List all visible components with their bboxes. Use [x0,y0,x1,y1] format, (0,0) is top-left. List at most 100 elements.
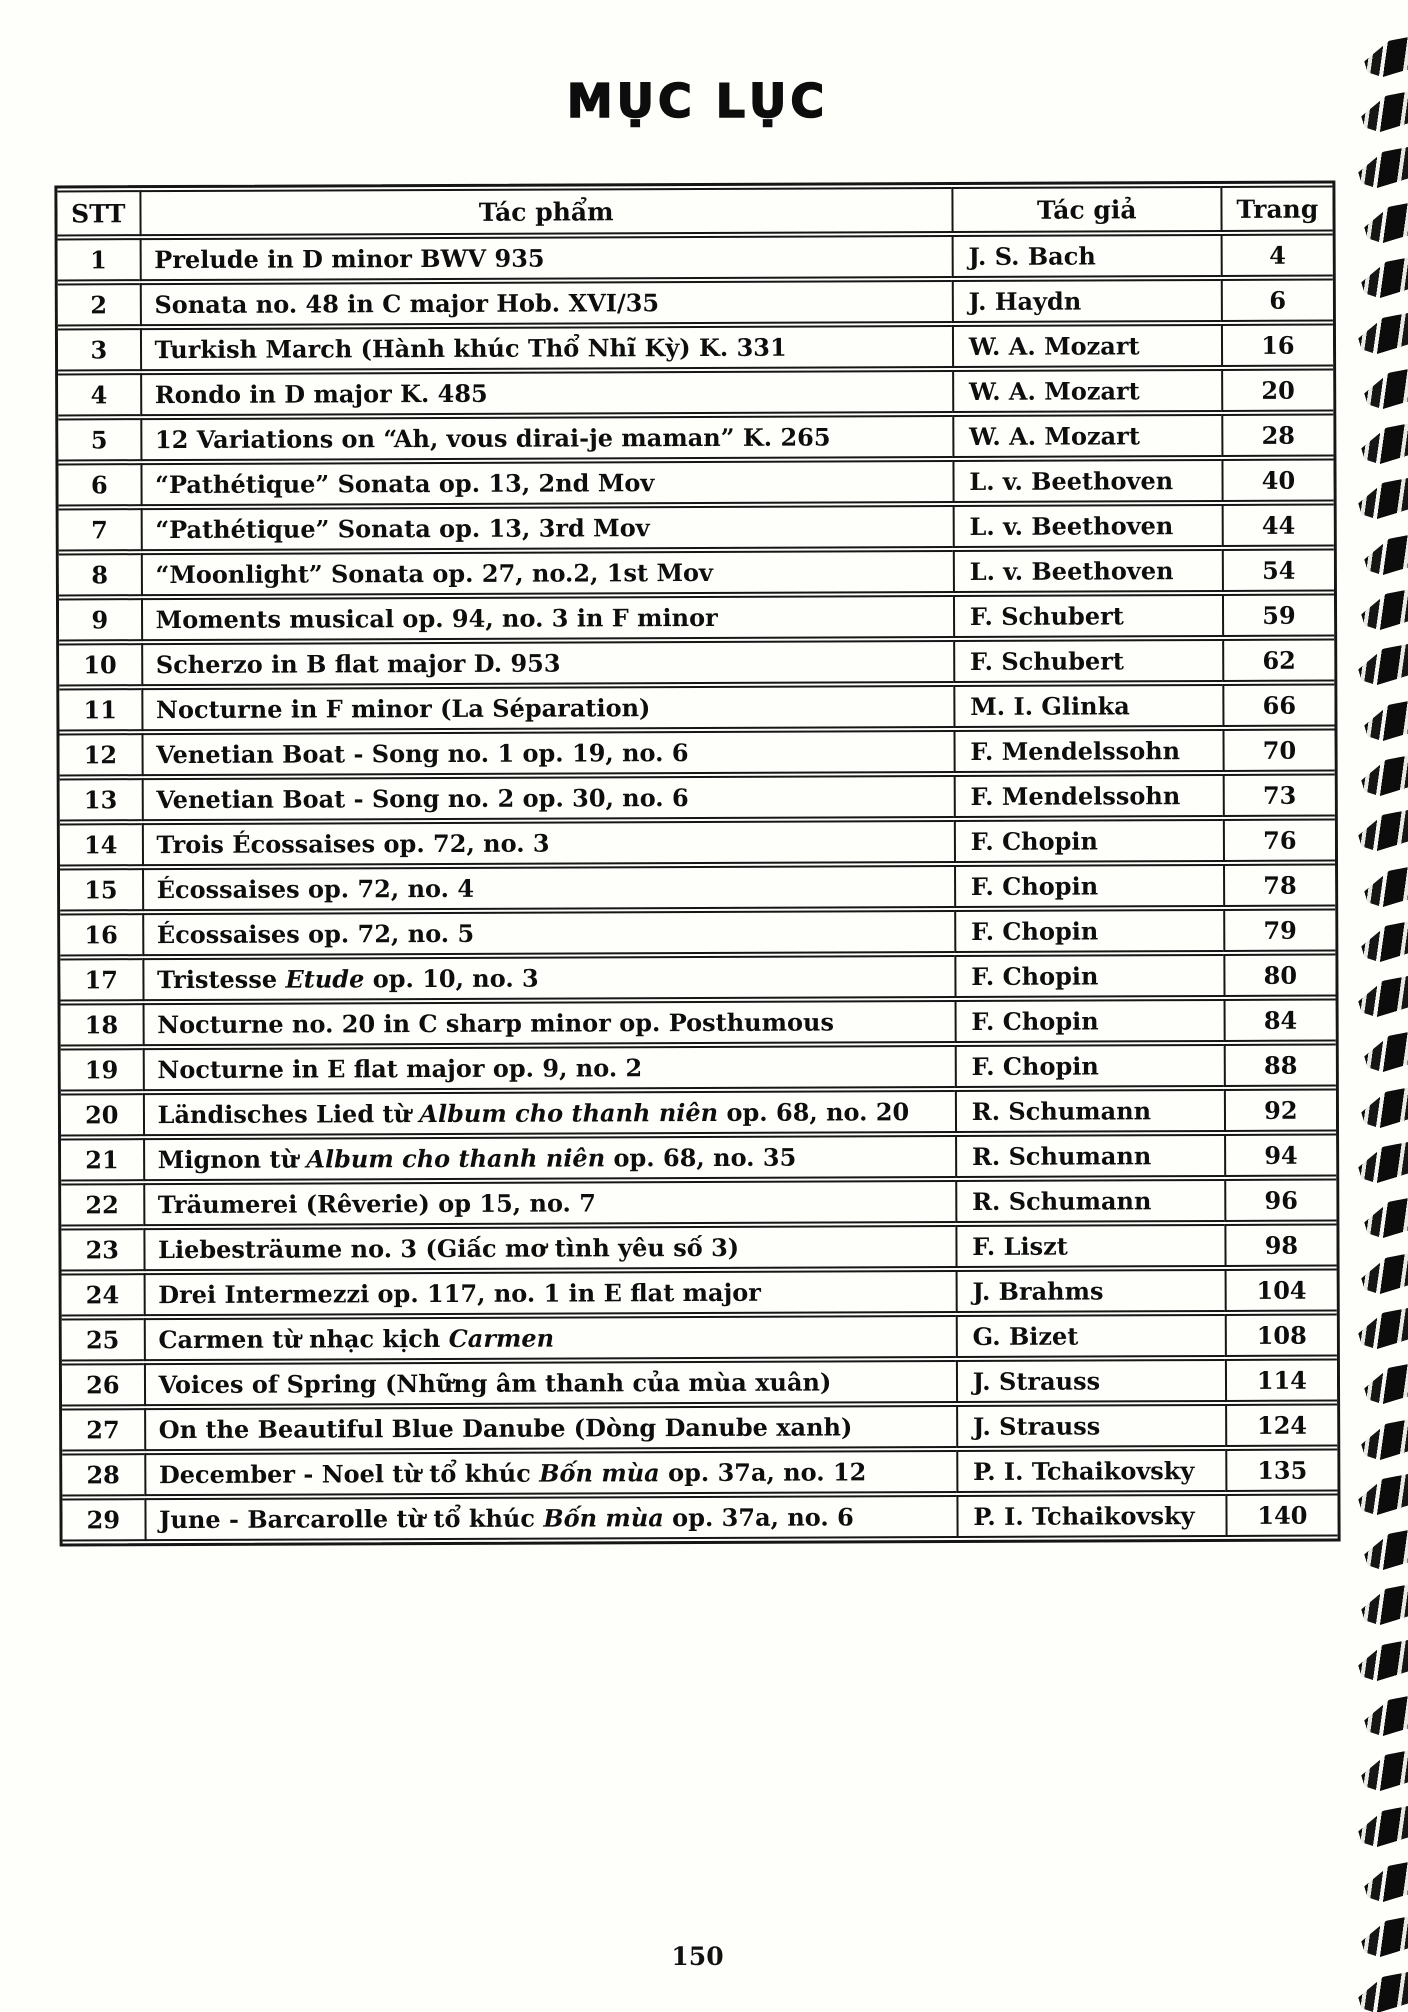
row-number-cell: 21 [61,1138,143,1182]
row-number-cell: 20 [60,1093,143,1137]
spiral-binding-mark [1354,1802,1408,1851]
row-number-cell: 22 [61,1183,143,1227]
spiral-binding-mark [1360,696,1408,745]
author-cell: F. Schubert [952,593,1222,639]
table-row: 5 12 Variations on “Ah, vous dirai-je mam… [58,413,1334,462]
work-title-cell: Carmen từ nhạc kịch Carmen [143,1315,956,1362]
row-number-cell: 19 [60,1048,143,1092]
table-row: 6 “Pathétique” Sonata op. 13, 2nd Mov L. v… [58,458,1334,507]
author-cell: L. v. Beethoven [952,548,1222,594]
work-title-cell: On the Beautiful Blue Danube (Dòng Danub… [143,1405,957,1452]
row-number-cell: 10 [59,643,141,687]
page-ref-cell: 76 [1222,818,1335,862]
spiral-binding-mark [1354,806,1408,855]
row-number-cell: 6 [58,463,141,507]
page-ref-cell: 59 [1221,593,1335,637]
spiral-binding-mark [1354,1304,1408,1353]
page-ref-cell: 73 [1222,773,1335,817]
row-number-cell: 28 [62,1453,145,1497]
header-stt: STT [57,190,140,237]
author-cell: J. Strauss [955,1358,1225,1404]
work-title-cell: Scherzo in B flat major D. 953 [140,640,954,687]
page-ref-cell: 54 [1221,548,1334,592]
spiral-binding-mark [1360,1691,1408,1740]
author-cell: F. Schubert [952,638,1223,684]
spiral-binding-mark [1354,640,1408,689]
work-title-cell: Venetian Boat - Song no. 1 op. 19, no. 6 [141,730,954,777]
work-title-cell: Écossaises op. 72, no. 5 [141,910,955,957]
page-ref-cell: 28 [1221,413,1334,457]
work-title-cell: Ländisches Lied từ Album cho thanh niên … [142,1090,955,1137]
page-ref-cell: 88 [1223,1043,1336,1087]
work-title-cell: Voices of Spring (Những âm thanh của mùa… [143,1360,956,1407]
author-cell: F. Chopin [953,908,1224,954]
work-title-cell: Écossaises op. 72, no. 4 [141,865,954,912]
author-cell: P. I. Tchaikovsky [956,1448,1226,1494]
table-row: 8 “Moonlight” Sonata op. 27, no.2, 1st Mo… [58,548,1334,597]
row-number-cell: 8 [58,553,141,597]
table-row: 10 Scherzo in B flat major D. 953 F. Schub… [59,638,1335,687]
page-title: MỤC LỤC [566,73,829,129]
author-cell: W. A. Mozart [951,323,1221,369]
author-cell: R. Schumann [954,1133,1225,1179]
table-row: 13 Venetian Boat - Song no. 2 op. 30, no.… [59,773,1335,822]
author-cell: J. S. Bach [951,233,1221,279]
work-title-cell: Trois Écossaises op. 72, no. 3 [141,820,954,867]
table-row: 2 Sonata no. 48 in C major Hob. XVI/35 J. … [57,278,1333,327]
table-row: 14 Trois Écossaises op. 72, no. 3 F. Chopi… [59,818,1335,867]
page-ref-cell: 79 [1222,908,1336,952]
author-cell: W. A. Mozart [951,368,1222,414]
page-ref-cell: 6 [1220,278,1333,322]
work-title-cell: 12 Variations on “Ah, vous dirai-je mama… [139,415,953,462]
spiral-binding-mark [1357,87,1408,136]
spiral-binding-mark [1360,861,1408,910]
work-title-cell: Sonata no. 48 in C major Hob. XVI/35 [139,280,952,327]
page-ref-cell: 62 [1221,638,1335,682]
page-ref-cell: 40 [1221,458,1334,502]
header-author: Tác giả [951,185,1221,234]
work-title-cell: Träumerei (Rêverie) op 15, no. 7 [142,1180,956,1227]
spiral-binding-mark [1360,1525,1408,1574]
author-cell: R. Schumann [954,1178,1225,1224]
table-row: 23 Liebesträume no. 3 (Giấc mơ tình yêu s… [61,1223,1337,1272]
spiral-binding-mark [1360,530,1408,579]
spiral-binding-mark [1357,585,1408,634]
spiral-binding-mark [1360,198,1408,247]
toc-table-header: STT Tác phẩm Tác giả Trang [57,185,1333,237]
table-row: 4 Rondo in D major K. 485 W. A. Mozart 20 [58,368,1334,417]
work-title-cell: Nocturne in F minor (La Séparation) [140,685,954,732]
row-number-cell: 29 [62,1498,145,1542]
toc-table-wrapper: STT Tác phẩm Tác giả Trang 1 Prelude in D… [54,180,1341,1547]
table-row: 29 June - Barcarolle từ tổ khúc Bốn mùa o… [62,1493,1338,1542]
spiral-binding-mark [1357,1414,1408,1463]
page-ref-cell: 84 [1223,998,1336,1042]
author-cell: F. Chopin [954,998,1224,1044]
spiral-binding-mark [1354,474,1408,523]
page-number: 150 [671,1942,724,1971]
author-cell: W. A. Mozart [952,413,1222,459]
work-title-cell: “Moonlight” Sonata op. 27, no.2, 1st Mov [140,550,953,597]
work-title-cell: Prelude in D minor BWV 935 [139,235,952,282]
work-title-cell: “Pathétique” Sonata op. 13, 3rd Mov [140,505,953,552]
spiral-binding-mark [1354,143,1408,192]
author-cell: F. Chopin [954,1043,1224,1089]
spiral-binding-mark [1357,1580,1408,1629]
spiral-binding-mark [1360,364,1408,413]
spiral-binding-mark [1360,1857,1408,1906]
author-cell: F. Liszt [955,1223,1225,1269]
author-cell: J. Brahms [955,1268,1225,1314]
spiral-binding [1328,0,1408,2012]
row-number-cell: 14 [59,823,142,867]
work-title-cell: Nocturne no. 20 in C sharp minor op. Pos… [142,1000,955,1047]
spiral-binding-mark [1360,1359,1408,1408]
work-title-cell: Venetian Boat - Song no. 2 op. 30, no. 6 [141,775,954,822]
row-number-cell: 4 [58,373,140,417]
author-cell: F. Chopin [954,953,1224,999]
spiral-binding-mark [1357,253,1408,302]
page-ref-cell: 108 [1224,1313,1337,1357]
table-row: 21 Mignon từ Album cho thanh niên op. 68,… [61,1133,1337,1182]
work-title-cell: Rondo in D major K. 485 [139,370,953,417]
page-ref-cell: 20 [1220,368,1334,412]
spiral-binding-mark [1360,1027,1408,1076]
